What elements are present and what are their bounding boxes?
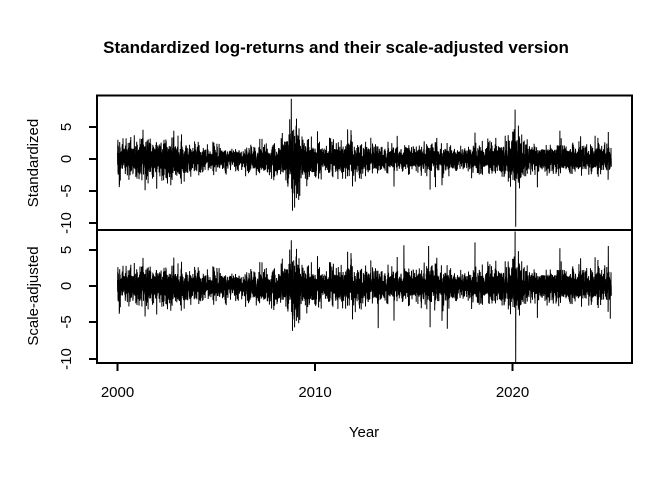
chart-title: Standardized log-returns and their scale… xyxy=(103,38,569,57)
y-axis-ticks-standardized xyxy=(89,126,97,224)
x-tick-label-2000: 2000 xyxy=(101,384,134,401)
y-tick-label-bot-5: 5 xyxy=(58,246,75,254)
series-standardized xyxy=(117,98,612,227)
y-axis-ticks-scale-adjusted xyxy=(89,249,97,360)
y-tick-label-top-m10: -10 xyxy=(58,212,75,234)
y-tick-label-bot-m5: -5 xyxy=(58,315,75,328)
y-tick-label-top-m5: -5 xyxy=(58,184,75,197)
x-axis-ticks xyxy=(116,363,514,371)
x-tick-label-2020: 2020 xyxy=(496,384,529,401)
x-axis-label: Year xyxy=(349,424,379,441)
y-tick-label-top-0: 0 xyxy=(58,155,75,163)
y-tick-label-top-5: 5 xyxy=(58,123,75,131)
y-axis-label-scale-adjusted: Scale-adjusted xyxy=(25,246,42,345)
x-tick-label-2010: 2010 xyxy=(298,384,331,401)
series-scale-adjusted xyxy=(117,231,612,363)
y-tick-label-bot-0: 0 xyxy=(58,282,75,290)
y-axis-label-standardized: Standardized xyxy=(25,119,42,207)
y-tick-label-bot-m10: -10 xyxy=(58,348,75,370)
panel-box-scale-adjusted xyxy=(96,229,633,364)
